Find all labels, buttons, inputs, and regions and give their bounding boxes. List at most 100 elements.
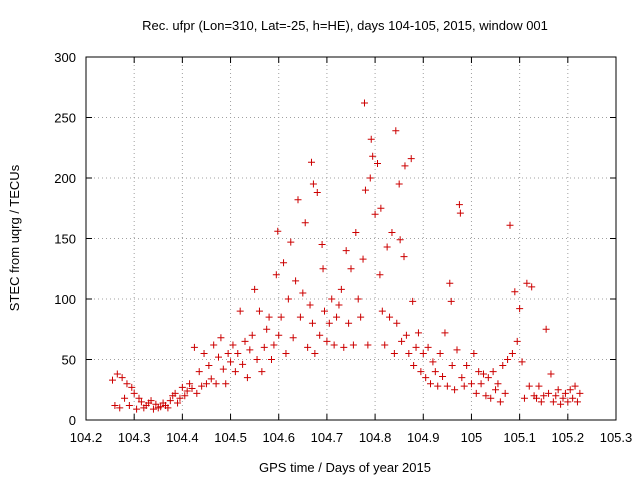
- data-point: [540, 392, 548, 400]
- y-tick-label: 250: [54, 111, 76, 126]
- data-point: [367, 135, 375, 143]
- data-point: [347, 265, 355, 273]
- data-point: [270, 341, 278, 349]
- data-point: [405, 349, 413, 357]
- y-tick-label: 50: [62, 353, 76, 368]
- data-point: [224, 349, 232, 357]
- data-point: [198, 382, 206, 390]
- data-point: [417, 368, 425, 376]
- data-point: [236, 307, 244, 315]
- data-point: [407, 155, 415, 163]
- data-point: [482, 392, 490, 400]
- data-point: [349, 341, 357, 349]
- data-point: [274, 227, 282, 235]
- data-point: [402, 331, 410, 339]
- data-point: [275, 331, 283, 339]
- data-point: [306, 301, 314, 309]
- data-point: [176, 394, 184, 402]
- x-tick-label: 104.2: [70, 430, 103, 445]
- data-point: [434, 382, 442, 390]
- data-point: [395, 180, 403, 188]
- data-point: [316, 331, 324, 339]
- data-point: [533, 394, 540, 402]
- data-point: [427, 380, 434, 388]
- data-point: [239, 360, 247, 368]
- data-point: [511, 288, 519, 296]
- data-point: [424, 343, 432, 351]
- data-point: [157, 403, 165, 411]
- data-point: [241, 337, 249, 345]
- data-point: [135, 394, 143, 402]
- data-point: [448, 362, 456, 370]
- data-point: [265, 313, 273, 321]
- data-point: [561, 389, 569, 397]
- data-point: [118, 374, 126, 382]
- data-point: [412, 343, 420, 351]
- data-point: [528, 283, 536, 291]
- data-point: [229, 341, 237, 349]
- data-point: [559, 394, 567, 402]
- data-point: [489, 368, 497, 376]
- data-point: [308, 319, 316, 327]
- data-point: [410, 362, 418, 370]
- data-point: [137, 398, 145, 406]
- data-point: [121, 394, 129, 402]
- data-point: [202, 380, 210, 388]
- data-point: [552, 392, 560, 400]
- data-point: [401, 162, 409, 170]
- data-point: [441, 329, 449, 337]
- x-tick-label: 105: [461, 430, 483, 445]
- grid-lines: [86, 57, 616, 420]
- x-tick-label: 104.6: [262, 430, 295, 445]
- data-point: [576, 389, 584, 397]
- data-point: [284, 295, 292, 303]
- x-tick-label: 104.3: [118, 430, 151, 445]
- data-point: [376, 271, 384, 279]
- data-point: [133, 405, 141, 413]
- data-point: [301, 219, 309, 227]
- data-point: [248, 331, 256, 339]
- data-point: [378, 307, 386, 315]
- y-axis-label: STEC from uqrg / TECUs: [7, 164, 22, 311]
- data-point: [446, 279, 454, 287]
- data-point: [222, 380, 230, 388]
- data-point: [294, 196, 302, 204]
- data-point: [280, 259, 288, 267]
- data-point: [287, 238, 295, 246]
- data-point: [571, 382, 579, 390]
- data-points: [109, 99, 584, 413]
- data-point: [557, 400, 565, 408]
- data-point: [472, 389, 480, 397]
- data-point: [506, 221, 514, 229]
- data-point: [470, 349, 478, 357]
- data-point: [573, 398, 581, 406]
- x-axis-label: GPS time / Days of year 2015: [259, 460, 431, 475]
- data-point: [328, 295, 336, 303]
- data-point: [422, 374, 430, 382]
- data-point: [318, 241, 326, 249]
- data-point: [272, 271, 280, 279]
- x-tick-label: 104.9: [407, 430, 440, 445]
- data-point: [292, 277, 300, 285]
- data-point: [325, 319, 333, 327]
- data-point: [467, 380, 475, 388]
- data-point: [188, 385, 196, 393]
- data-point: [171, 389, 179, 397]
- data-point: [398, 337, 406, 345]
- data-point: [193, 389, 201, 397]
- data-point: [518, 358, 526, 366]
- y-tick-label: 100: [54, 292, 76, 307]
- data-point: [190, 343, 198, 351]
- data-point: [123, 380, 131, 388]
- data-point: [342, 247, 350, 255]
- axis-ticks: 104.2 104.3 104.4 104.5 104.6 104.7 104.8 104.9…: [54, 50, 632, 445]
- data-point: [195, 368, 203, 376]
- data-point: [125, 401, 133, 409]
- data-point: [186, 380, 194, 388]
- data-point: [231, 368, 239, 376]
- data-point: [494, 380, 502, 388]
- data-point: [364, 341, 372, 349]
- data-point: [451, 386, 459, 394]
